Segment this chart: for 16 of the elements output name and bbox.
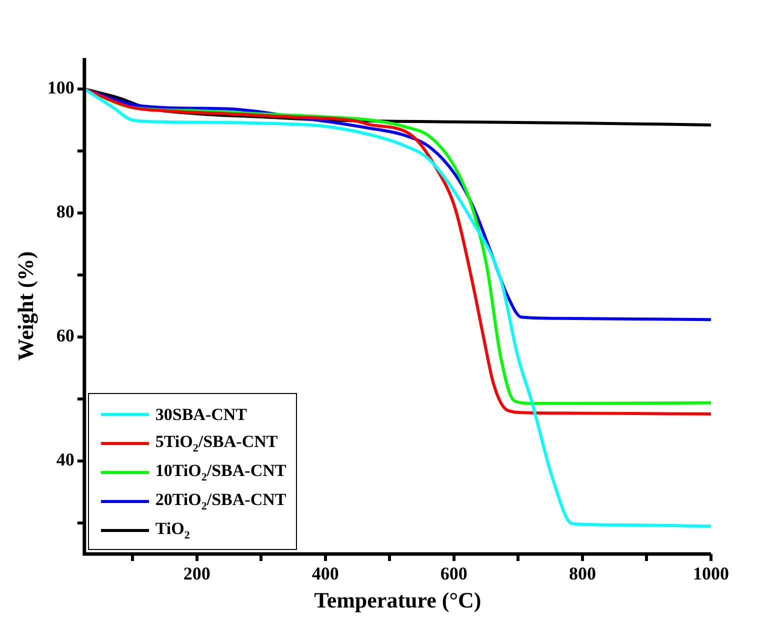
legend-label: TiO$_{2}$ [155,519,190,542]
x-tick-label: 200 [183,563,210,584]
y-tick-label: 80 [56,202,74,222]
y-tick-label: 40 [56,450,74,470]
y-axis-title: Weight (%) [12,251,38,361]
y-tick-label: 60 [56,326,74,346]
legend-label: 5TiO$_{2}$/SBA-CNT [155,432,278,455]
x-tick-label: 800 [568,563,596,584]
legend-label: 10TiO$_{2}$/SBA-CNT [155,461,286,484]
x-tick-label: 600 [440,563,468,584]
x-axis-title: Temperature (°C) [314,587,482,612]
x-tick-label: 400 [312,563,339,584]
legend-label: 20TiO$_{2}$/SBA-CNT [155,490,286,513]
y-tick-label: 100 [47,78,74,98]
x-tick-label: 1000 [693,563,729,584]
legend-label: 30SBA-CNT [155,404,248,424]
